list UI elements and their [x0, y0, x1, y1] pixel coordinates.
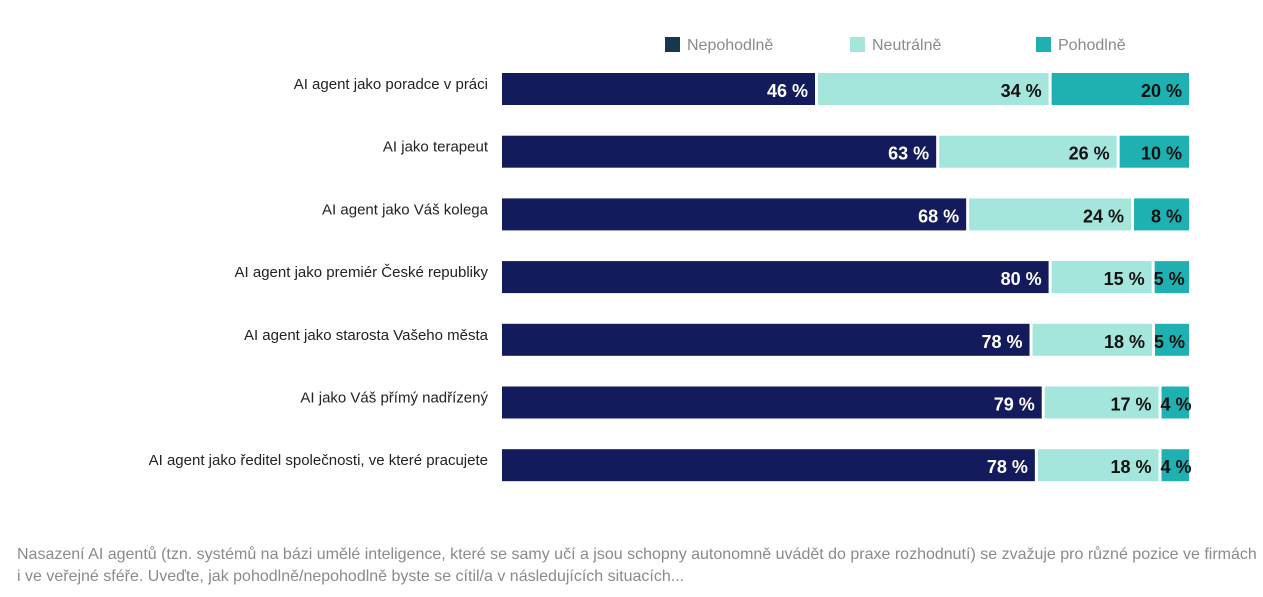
value-label-neutralne: 15 % — [1104, 269, 1145, 289]
value-label-neutralne: 17 % — [1110, 395, 1151, 415]
legend-label-nepohodlne: Nepohodlně — [687, 37, 773, 54]
category-label: AI agent jako ředitel společnosti, ve kt… — [149, 452, 488, 469]
bar-neutralne — [818, 73, 1049, 105]
bar-neutralne — [939, 135, 1117, 168]
bar-neutralne — [1032, 323, 1152, 356]
bar-nepohodlne — [502, 73, 816, 105]
bars — [502, 73, 1189, 482]
bar-neutralne — [1051, 261, 1152, 294]
category-label: AI agent jako starosta Vašeho města — [244, 327, 489, 344]
value-label-nepohodlne: 79 % — [994, 395, 1035, 415]
category-label: AI jako Váš přímý nadřízený — [300, 390, 488, 407]
value-label-nepohodlne: 68 % — [918, 206, 959, 226]
bar-pohodlne — [1134, 198, 1189, 231]
bar-pohodlne — [1161, 386, 1189, 419]
value-label-pohodlne: 10 % — [1141, 144, 1182, 164]
stacked-bar-chart: Nepohodlně Neutrálně Pohodlně AI agent jak… — [149, 37, 1192, 482]
bar-nepohodlne — [502, 198, 967, 231]
value-label-nepohodlne: 78 % — [987, 457, 1028, 477]
category-label: AI jako terapeut — [383, 139, 489, 156]
category-label: AI agent jako premiér České republiky — [235, 264, 489, 281]
bar-nepohodlne — [502, 449, 1035, 482]
value-label-pohodlne: 20 % — [1141, 81, 1182, 101]
legend: Nepohodlně Neutrálně Pohodlně — [665, 37, 1126, 54]
value-label-neutralne: 24 % — [1083, 206, 1124, 226]
value-label-neutralne: 26 % — [1069, 144, 1110, 164]
bar-neutralne — [1044, 386, 1159, 419]
category-label: AI agent jako Váš kolega — [322, 201, 489, 218]
value-label-nepohodlne: 80 % — [1001, 269, 1042, 289]
value-label-pohodlne: 4 % — [1160, 457, 1191, 477]
value-label-pohodlne: 5 % — [1154, 332, 1185, 352]
bar-nepohodlne — [502, 135, 937, 168]
bar-pohodlne — [1119, 135, 1189, 168]
value-label-pohodlne: 8 % — [1151, 206, 1182, 226]
legend-swatch-neutralne — [850, 37, 865, 52]
value-label-pohodlne: 5 % — [1154, 269, 1185, 289]
legend-swatch-pohodlne — [1036, 37, 1051, 52]
value-label-pohodlne: 4 % — [1160, 395, 1191, 415]
category-label: AI agent jako poradce v práci — [294, 76, 488, 93]
bar-nepohodlne — [502, 261, 1049, 294]
bar-neutralne — [1037, 449, 1159, 482]
question-footnote: Nasazení AI agentů (tzn. systémů na bázi… — [17, 546, 1257, 585]
bar-neutralne — [969, 198, 1132, 231]
bar-pohodlne — [1154, 261, 1189, 294]
category-labels: AI agent jako poradce v práci AI jako ter… — [149, 76, 489, 469]
bar-nepohodlne — [502, 386, 1042, 419]
value-label-neutralne: 18 % — [1104, 332, 1145, 352]
legend-label-neutralne: Neutrálně — [872, 37, 941, 54]
bar-pohodlne — [1154, 323, 1189, 356]
value-label-nepohodlne: 78 % — [982, 332, 1023, 352]
value-labels: 46 % 34 % 20 % 63 % 26 % 10 % 68 % 24 % 8 % 80 % 1… — [767, 81, 1192, 477]
bar-pohodlne — [1161, 449, 1189, 482]
legend-swatch-nepohodlne — [665, 37, 680, 52]
bar-pohodlne — [1051, 73, 1189, 105]
value-label-nepohodlne: 63 % — [888, 144, 929, 164]
value-label-neutralne: 18 % — [1110, 457, 1151, 477]
bar-nepohodlne — [502, 323, 1030, 356]
legend-label-pohodlne: Pohodlně — [1058, 37, 1126, 54]
value-label-nepohodlne: 46 % — [767, 81, 808, 101]
value-label-neutralne: 34 % — [1001, 81, 1042, 101]
